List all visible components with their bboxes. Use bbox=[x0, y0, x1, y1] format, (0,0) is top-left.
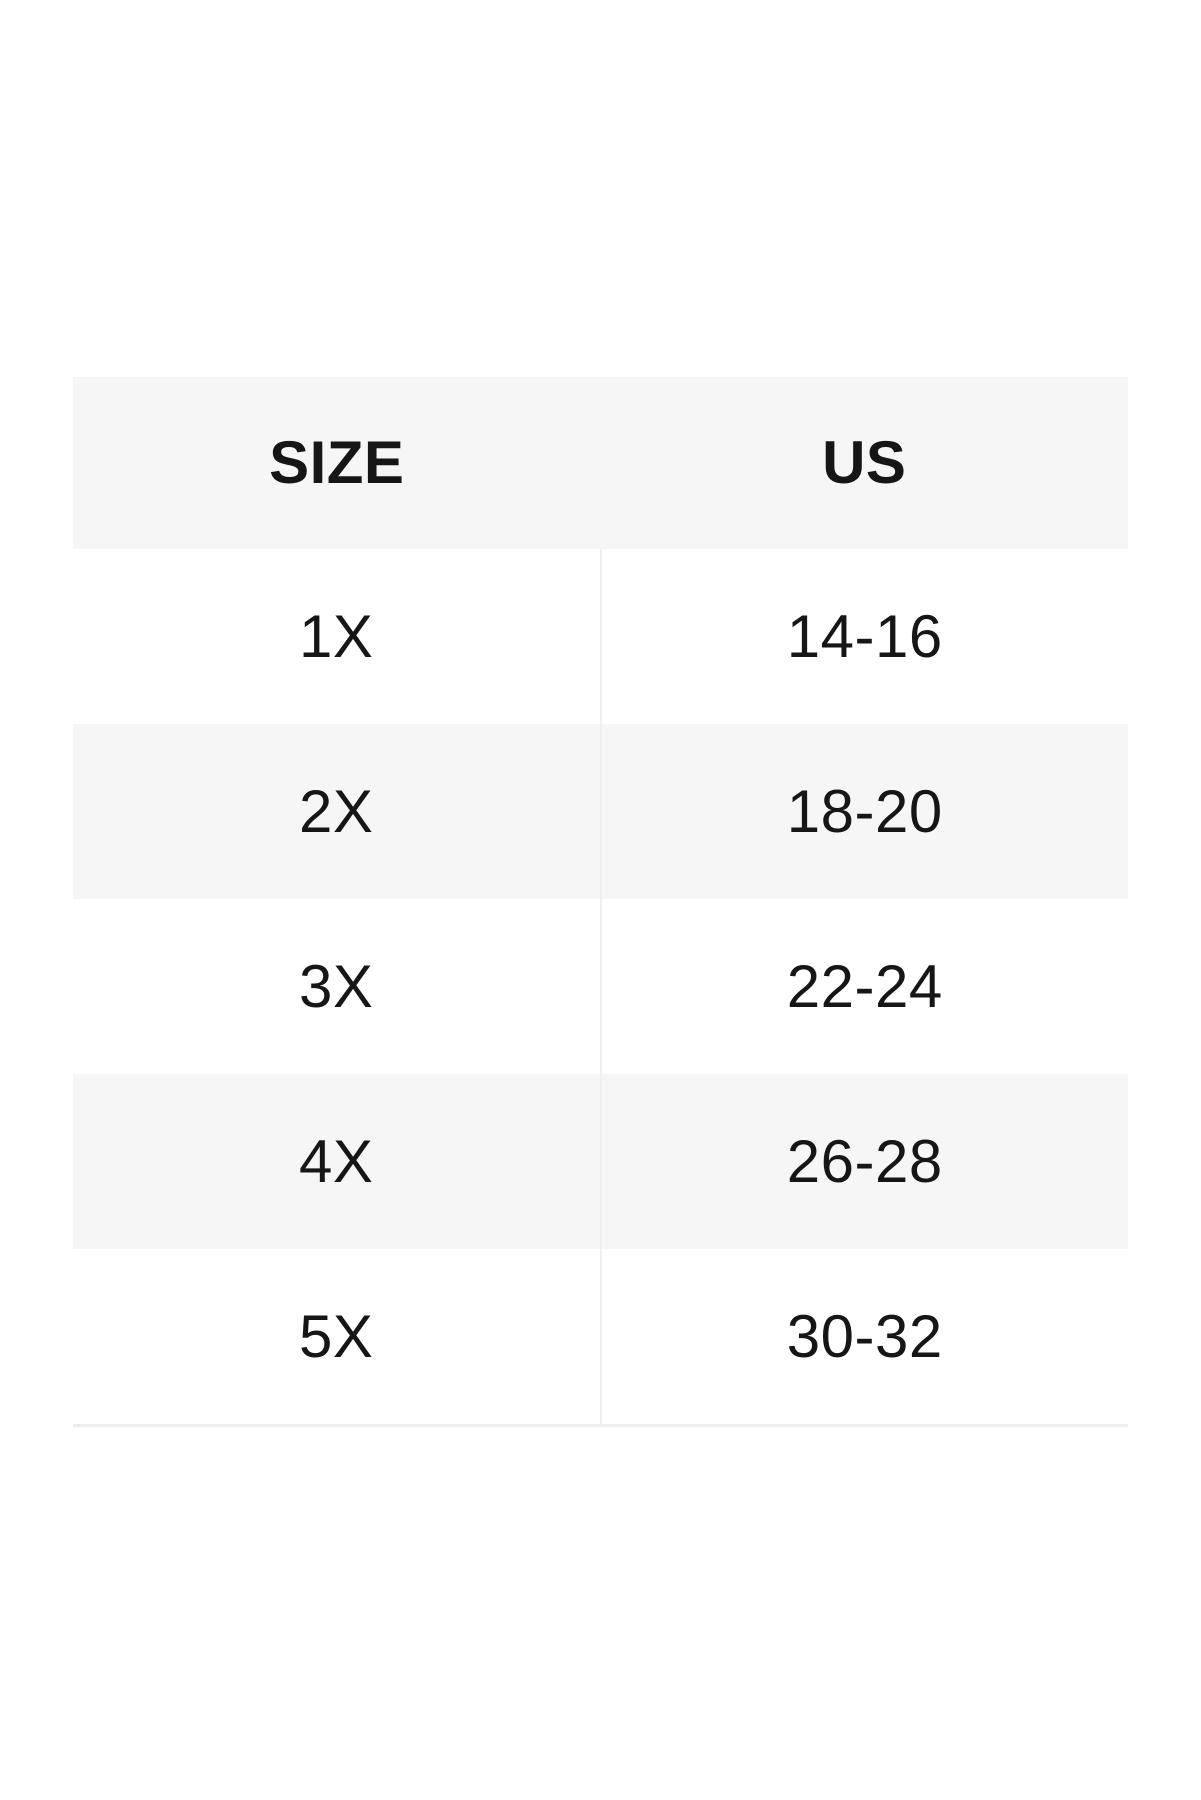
us-cell: 26-28 bbox=[599, 1074, 1129, 1249]
us-cell: 18-20 bbox=[599, 724, 1129, 899]
table-header-row: SIZE US bbox=[73, 377, 1128, 549]
us-cell: 30-32 bbox=[599, 1249, 1129, 1424]
table-row: 3X 22-24 bbox=[73, 899, 1128, 1074]
size-cell: 3X bbox=[299, 952, 374, 1020]
us-cell: 22-24 bbox=[599, 899, 1129, 1074]
table-row: 1X 14-16 bbox=[73, 549, 1128, 724]
size-cell: 5X bbox=[299, 1302, 374, 1370]
size-cell: 2X bbox=[299, 777, 374, 845]
us-cell: 14-16 bbox=[599, 549, 1129, 724]
table-row: 2X 18-20 bbox=[73, 724, 1128, 899]
column-header-size: SIZE bbox=[269, 429, 405, 496]
table-row: 4X 26-28 bbox=[73, 1074, 1128, 1249]
size-chart-table: SIZE US 1X 14-16 2X 18-20 3X 22-24 4X 26… bbox=[73, 377, 1128, 1427]
column-header-us: US bbox=[822, 429, 907, 496]
size-cell: 1X bbox=[299, 602, 374, 670]
table-row: 5X 30-32 bbox=[73, 1249, 1128, 1424]
size-cell: 4X bbox=[299, 1127, 374, 1195]
